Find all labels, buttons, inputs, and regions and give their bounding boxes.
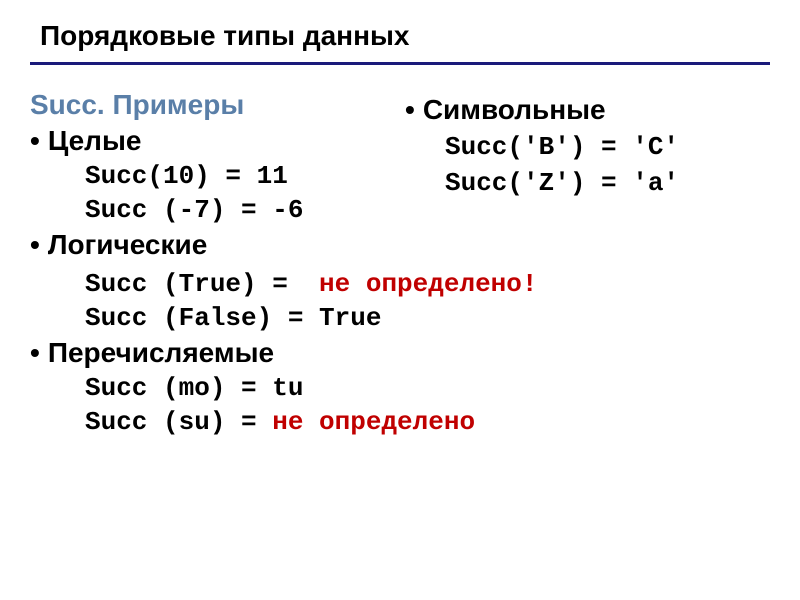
bullet-icon: •: [30, 125, 40, 156]
char-example-1: Succ('B') = 'C': [445, 132, 770, 162]
booleans-text: Логические: [48, 229, 207, 260]
bool-example-2: Succ (False) = True: [85, 303, 770, 333]
int-example-2: Succ (-7) = -6: [85, 195, 395, 225]
integers-label: •Целые: [58, 125, 395, 157]
enum-ex2-lhs: Succ (su) =: [85, 407, 272, 437]
left-column: Succ. Примеры •Целые Succ(10) = 11 Succ …: [30, 85, 395, 265]
int-example-1: Succ(10) = 11: [85, 161, 395, 191]
full-width-rows: Succ (True) = не определено! Succ (False…: [30, 269, 770, 437]
enum-example-1: Succ (mo) = tu: [85, 373, 770, 403]
bullet-icon: •: [30, 337, 40, 368]
bullet-icon: •: [30, 229, 40, 260]
right-column: •Символьные Succ('B') = 'C' Succ('Z') = …: [405, 85, 770, 265]
booleans-label: •Логические: [58, 229, 395, 261]
bool-ex1-lhs: Succ (True) =: [85, 269, 303, 299]
enums-text: Перечисляемые: [48, 337, 274, 368]
enum-example-2: Succ (su) = не определено: [85, 407, 770, 437]
slide-title: Порядковые типы данных: [30, 20, 770, 65]
char-example-2: Succ('Z') = 'a': [445, 168, 770, 198]
succ-examples-header: Succ. Примеры: [30, 89, 395, 121]
chars-label: •Символьные: [433, 94, 770, 126]
enum-ex2-undefined: не определено: [272, 407, 475, 437]
bool-ex1-undefined: не определено!: [319, 269, 537, 299]
content-area: Succ. Примеры •Целые Succ(10) = 11 Succ …: [30, 85, 770, 265]
enums-label: •Перечисляемые: [58, 337, 770, 369]
bool-example-1: Succ (True) = не определено!: [85, 269, 770, 299]
chars-text: Символьные: [423, 94, 606, 125]
bullet-icon: •: [405, 94, 415, 125]
integers-text: Целые: [48, 125, 142, 156]
